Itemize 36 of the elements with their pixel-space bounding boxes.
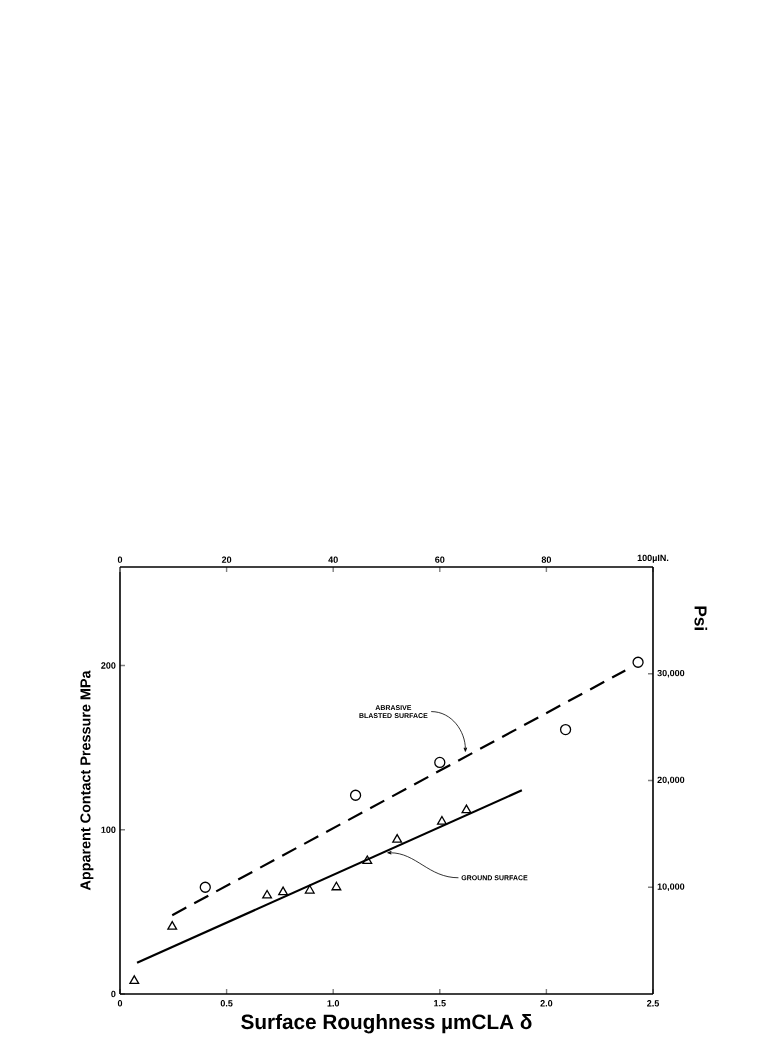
point xyxy=(331,881,342,891)
x2-tick-label: 60 xyxy=(435,556,445,563)
x-tick-label: 2.0 xyxy=(540,1000,553,1007)
point xyxy=(278,886,289,896)
x2-tick-label: 0 xyxy=(117,556,123,563)
y-tick-label: 100 xyxy=(101,826,116,833)
x-tick-label: 2.5 xyxy=(647,1000,659,1007)
y2-axis-title: Psi xyxy=(694,606,708,630)
point xyxy=(262,889,273,899)
x2-tick-label: 100µIN. xyxy=(637,554,669,563)
point xyxy=(349,789,362,801)
point xyxy=(632,656,644,668)
x2-tick-label: 80 xyxy=(541,556,552,563)
x-tick-label: 1.5 xyxy=(434,1000,446,1007)
point xyxy=(436,815,447,825)
point xyxy=(167,921,178,930)
x2-tick-label: 20 xyxy=(221,556,232,563)
y2-tick-label: 20,000 xyxy=(657,776,685,785)
point xyxy=(434,756,446,769)
x2-tick-label: 40 xyxy=(328,556,338,563)
point xyxy=(461,804,472,814)
y2-tick-label: 10,000 xyxy=(657,883,685,892)
y-tick-label: 0 xyxy=(111,990,116,998)
point xyxy=(129,975,140,984)
point xyxy=(199,881,211,893)
y-tick-label: 200 xyxy=(101,662,116,669)
x-tick-label: 0.5 xyxy=(220,1000,233,1007)
point xyxy=(362,855,373,865)
y-axis-title: Apparent Contact Pressure MPa xyxy=(80,670,94,891)
point xyxy=(392,833,403,843)
point xyxy=(304,884,315,894)
point xyxy=(559,723,572,736)
y2-tick-label: 30,000 xyxy=(657,669,685,678)
x-tick-label: 1.0 xyxy=(327,1000,340,1007)
x-tick-label: 0 xyxy=(117,1000,123,1007)
x-axis-title: Surface Roughness µmCLA δ xyxy=(241,1013,532,1034)
